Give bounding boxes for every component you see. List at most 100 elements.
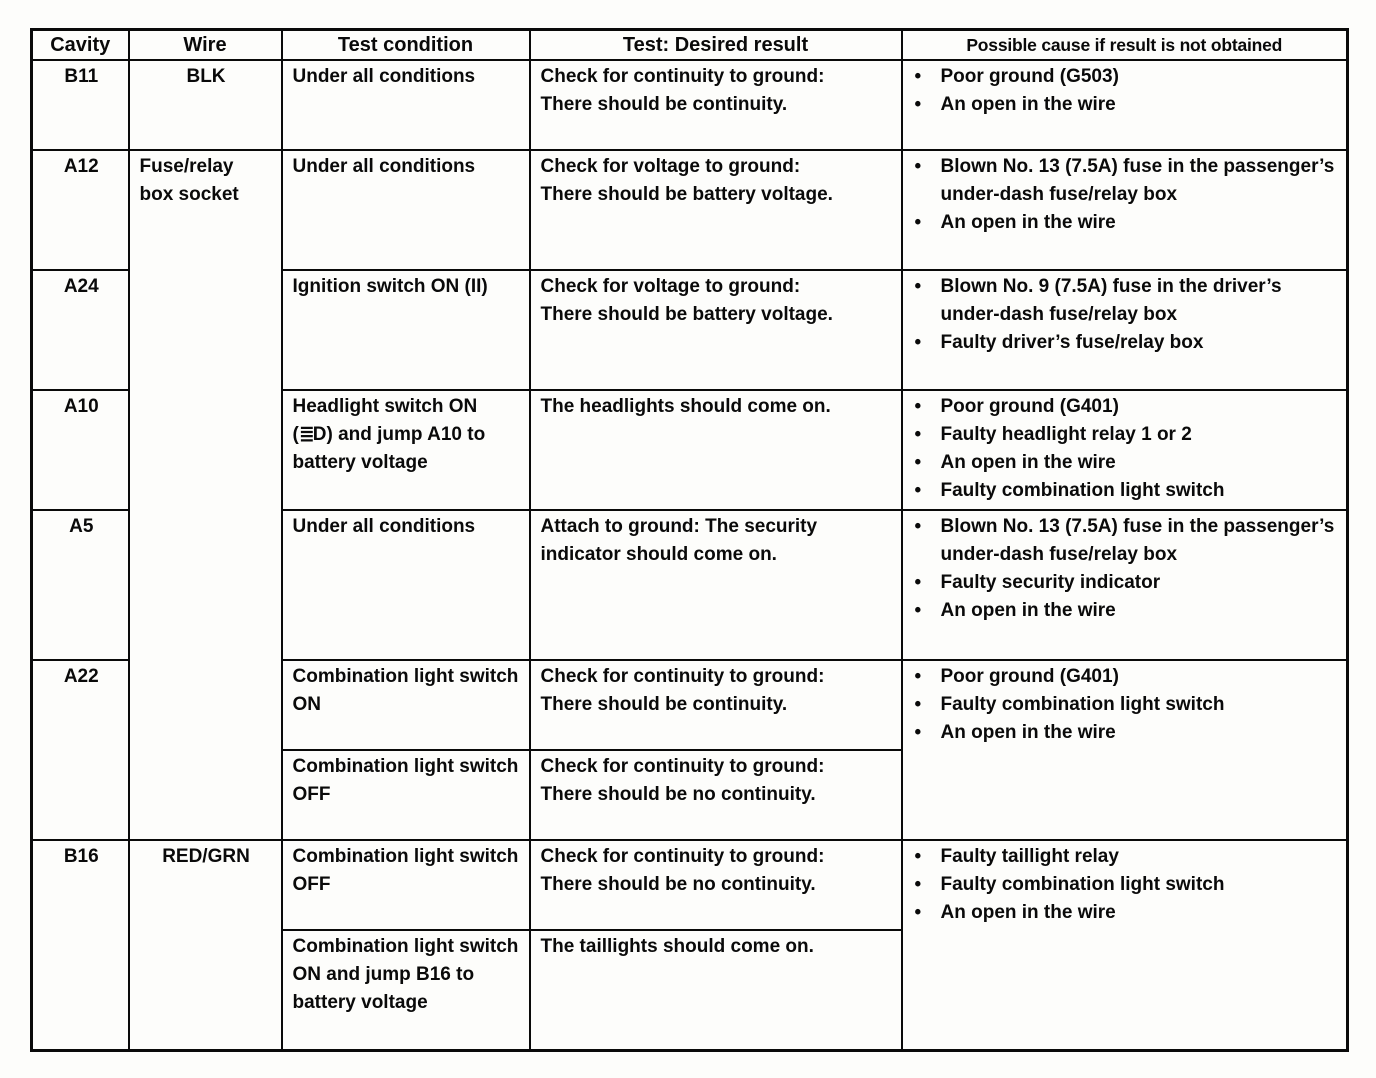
result-line: The headlights should come on. bbox=[540, 396, 831, 417]
cause-text: Blown No. 13 (7.5A) fuse in the passenge… bbox=[940, 156, 1335, 205]
cause-text: Poor ground (G401) bbox=[940, 666, 1119, 687]
result-cell: The headlights should come on. bbox=[528, 389, 903, 511]
cavity-cell: A12 bbox=[30, 149, 130, 271]
result-cell: Check for voltage to ground: There shoul… bbox=[528, 269, 903, 391]
header-possible-cause: Possible cause if result is not obtained bbox=[900, 28, 1349, 61]
bullet-icon: • bbox=[914, 874, 922, 895]
cause-item: • Faulty headlight relay 1 or 2 bbox=[913, 421, 1339, 449]
cavity-cell: A24 bbox=[30, 269, 130, 391]
bullet-icon: • bbox=[914, 572, 922, 593]
result-cell: Check for voltage to ground: There shoul… bbox=[528, 149, 903, 271]
header-desired-result: Test: Desired result bbox=[528, 28, 903, 61]
cavity-cell: A10 bbox=[30, 389, 130, 511]
cause-item: • Blown No. 9 (7.5A) fuse in the driver’s… bbox=[913, 273, 1339, 329]
condition-cell: Combination light switch OFF bbox=[280, 749, 531, 841]
cause-text: Poor ground (G401) bbox=[940, 396, 1119, 417]
bullet-icon: • bbox=[914, 156, 922, 177]
result-cell: Check for continuity to ground: There sh… bbox=[528, 839, 903, 931]
cause-text: Faulty combination light switch bbox=[940, 874, 1225, 895]
bullet-icon: • bbox=[914, 452, 922, 473]
cause-text: Faulty taillight relay bbox=[940, 846, 1119, 867]
cause-item: • Faulty combination light switch bbox=[913, 691, 1339, 719]
cause-text: An open in the wire bbox=[940, 600, 1116, 621]
header-cavity: Cavity bbox=[30, 28, 130, 61]
cause-text: An open in the wire bbox=[940, 94, 1116, 115]
bullet-icon: • bbox=[914, 846, 922, 867]
table-row: Combination light switch OFF Check for c… bbox=[32, 749, 1348, 841]
cause-item: • Blown No. 13 (7.5A) fuse in the passeng… bbox=[913, 513, 1339, 569]
bullet-icon: • bbox=[914, 902, 922, 923]
causes-cell: • Poor ground (G503) • An open in the wire bbox=[900, 59, 1349, 151]
header-row: Cavity Wire Test condition Test: Desired… bbox=[30, 28, 1349, 61]
cause-text: An open in the wire bbox=[940, 722, 1116, 743]
bullet-icon: • bbox=[914, 516, 922, 537]
bullet-icon: • bbox=[914, 424, 922, 445]
diagnostic-table: Cavity Wire Test condition Test: Desired… bbox=[30, 28, 1349, 1052]
causes-cell: • Blown No. 9 (7.5A) fuse in the driver’s… bbox=[900, 269, 1349, 391]
result-line: There should be no continuity. bbox=[540, 874, 816, 895]
result-cell: The taillights should come on. bbox=[528, 929, 903, 1051]
table-row: A22 Combination light switch ON Check fo… bbox=[30, 659, 1349, 841]
condition-cell: Ignition switch ON (II) bbox=[280, 269, 531, 391]
cause-text: Poor ground (G503) bbox=[940, 66, 1119, 87]
result-line: Check for continuity to ground: bbox=[540, 756, 825, 777]
result-cell: Check for continuity to ground: There sh… bbox=[528, 59, 903, 151]
cause-text: Faulty combination light switch bbox=[940, 480, 1225, 501]
table-row: B16 RED/GRN Combination light switch OFF… bbox=[30, 839, 1349, 1051]
table-row: B11 BLK Under all conditions Check for c… bbox=[30, 59, 1349, 151]
header-wire: Wire bbox=[127, 28, 283, 61]
bullet-icon: • bbox=[914, 276, 922, 297]
condition-cell: Combination light switch OFF bbox=[280, 839, 531, 931]
bullet-icon: • bbox=[914, 600, 922, 621]
cause-item: • Faulty security indicator bbox=[913, 569, 1339, 597]
wire-cell: RED/GRN bbox=[127, 839, 283, 1051]
cause-text: An open in the wire bbox=[940, 452, 1116, 473]
result-line: Attach to ground: The security indicator… bbox=[540, 516, 818, 565]
result-line: There should be battery voltage. bbox=[540, 184, 833, 205]
header-test-condition: Test condition bbox=[280, 28, 531, 61]
result-line: The taillights should come on. bbox=[540, 936, 814, 957]
cause-text: Blown No. 13 (7.5A) fuse in the passenge… bbox=[940, 516, 1335, 565]
result-cell: Check for continuity to ground: There sh… bbox=[528, 749, 903, 841]
cause-text: Blown No. 9 (7.5A) fuse in the driver’s … bbox=[940, 276, 1282, 325]
cause-item: • Poor ground (G401) bbox=[913, 393, 1339, 421]
cavity-cell: B16 bbox=[30, 839, 130, 1051]
table-row: A10 Headlight switch ON (≣D) and jump A1… bbox=[30, 389, 1349, 511]
cause-item: • An open in the wire bbox=[913, 91, 1339, 119]
causes-cell: • Blown No. 13 (7.5A) fuse in the passeng… bbox=[900, 149, 1349, 271]
cause-item: • Poor ground (G401) bbox=[913, 663, 1339, 691]
condition-cell: Under all conditions bbox=[280, 149, 531, 271]
cause-text: Faulty driver’s fuse/relay box bbox=[940, 332, 1204, 353]
result-line: Check for voltage to ground: bbox=[540, 276, 801, 297]
wire-cell: BLK bbox=[127, 59, 283, 151]
cause-item: • An open in the wire bbox=[913, 719, 1339, 747]
cause-item: • Blown No. 13 (7.5A) fuse in the passeng… bbox=[913, 153, 1339, 209]
cause-item: • Faulty taillight relay bbox=[913, 843, 1339, 871]
bullet-icon: • bbox=[914, 396, 922, 417]
cause-item: • An open in the wire bbox=[913, 449, 1339, 477]
table-row: A24 Ignition switch ON (II) Check for vo… bbox=[30, 269, 1349, 391]
bullet-icon: • bbox=[914, 332, 922, 353]
condition-cell: Under all conditions bbox=[280, 59, 531, 151]
headlight-icon: ≣D bbox=[298, 424, 327, 445]
bullet-icon: • bbox=[914, 694, 922, 715]
bullet-icon: • bbox=[914, 212, 922, 233]
result-line: There should be continuity. bbox=[540, 94, 788, 115]
cause-item: • Faulty combination light switch bbox=[913, 477, 1339, 505]
bullet-icon: • bbox=[914, 666, 922, 687]
wire-cell: Fuse/relay box socket bbox=[127, 149, 283, 841]
result-line: Check for voltage to ground: bbox=[540, 156, 801, 177]
result-line: Check for continuity to ground: bbox=[540, 66, 825, 87]
condition-text: Headlight switch ON ( bbox=[292, 396, 478, 445]
result-line: There should be continuity. bbox=[540, 694, 788, 715]
causes-cell: • Faulty taillight relay • Faulty combinat… bbox=[900, 839, 1349, 1051]
table-row: A12 Fuse/relay box socket Under all cond… bbox=[30, 149, 1349, 841]
cause-item: • An open in the wire bbox=[913, 209, 1339, 237]
bullet-icon: • bbox=[914, 480, 922, 501]
result-cell: Attach to ground: The security indicator… bbox=[528, 509, 903, 661]
causes-cell: • Poor ground (G401) • Faulty combination … bbox=[900, 659, 1349, 841]
result-line: There should be no continuity. bbox=[540, 784, 816, 805]
causes-cell: • Poor ground (G401) • Faulty headlight re… bbox=[900, 389, 1349, 511]
condition-text: ) and jump A10 to battery voltage bbox=[292, 424, 486, 473]
